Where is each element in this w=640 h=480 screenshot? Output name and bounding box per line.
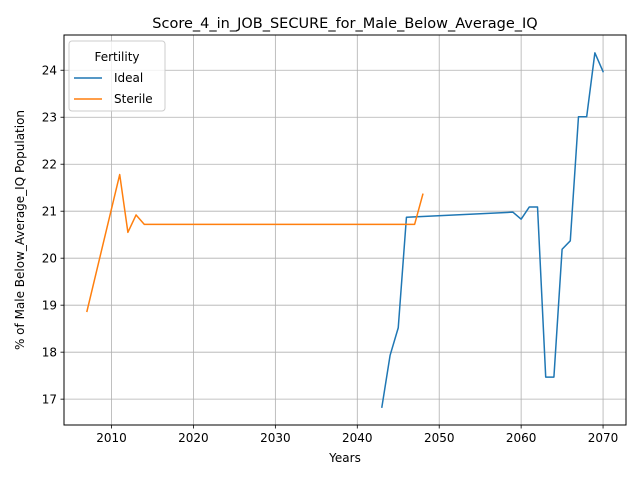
y-tick-label: 22 <box>42 158 57 172</box>
series-line-sterile <box>86 173 424 313</box>
series-line-ideal <box>381 52 605 408</box>
plot-area-frame <box>63 34 627 426</box>
series-layer <box>86 52 605 408</box>
x-tick-label: 2060 <box>506 431 537 445</box>
y-axis-label: % of Male Below_Average_IQ Population <box>13 110 27 350</box>
y-axis: 17 18 19 20 21 22 23 24 <box>42 64 64 407</box>
legend-title: Fertility <box>94 50 139 64</box>
legend-label-ideal: Ideal <box>114 71 143 85</box>
x-axis: 2010 2020 2030 2040 2050 2060 2070 <box>96 425 618 445</box>
y-tick-label: 18 <box>42 346 57 360</box>
y-tick-label: 17 <box>42 393 57 407</box>
x-tick-label: 2020 <box>178 431 209 445</box>
x-tick-label: 2040 <box>342 431 373 445</box>
grid-lines <box>64 35 626 425</box>
legend: Fertility Ideal Sterile <box>68 40 166 112</box>
y-tick-label: 21 <box>42 205 57 219</box>
y-tick-label: 19 <box>42 299 57 313</box>
y-tick-label: 23 <box>42 111 57 125</box>
y-tick-label: 20 <box>42 252 57 266</box>
legend-box <box>68 40 166 112</box>
legend-label-sterile: Sterile <box>114 92 153 106</box>
chart-title: Score_4_in_JOB_SECURE_for_Male_Below_Ave… <box>152 16 537 32</box>
x-tick-label: 2010 <box>96 431 127 445</box>
x-tick-label: 2050 <box>424 431 455 445</box>
x-tick-label: 2070 <box>588 431 619 445</box>
y-tick-label: 24 <box>42 64 57 78</box>
x-tick-label: 2030 <box>260 431 291 445</box>
x-axis-label: Years <box>328 451 361 465</box>
